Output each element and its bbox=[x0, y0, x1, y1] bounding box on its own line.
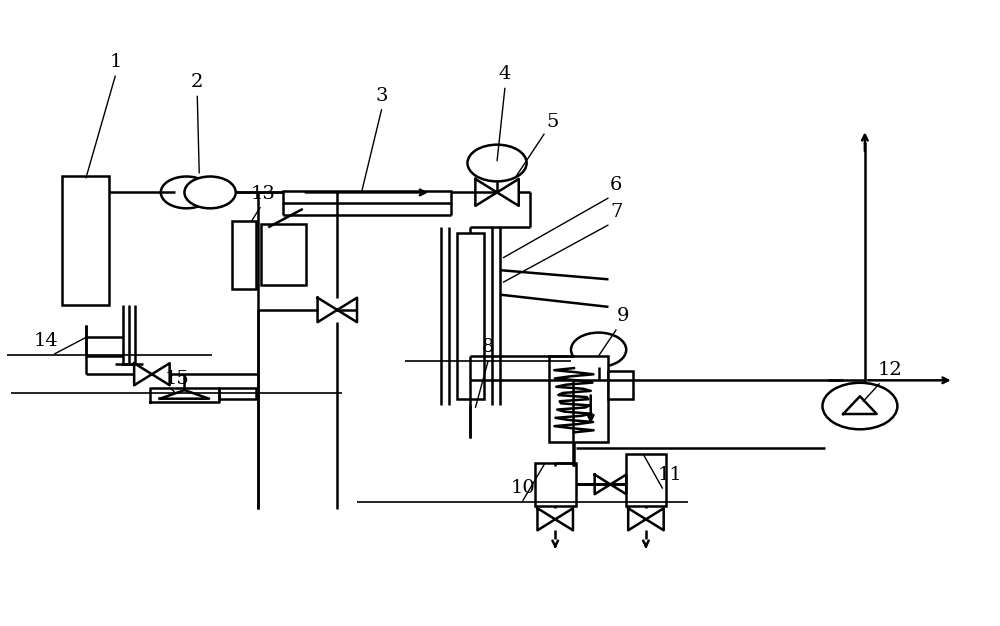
Bar bbox=[261, 224, 306, 285]
Text: 7: 7 bbox=[610, 203, 623, 221]
Circle shape bbox=[161, 177, 212, 208]
Text: 1: 1 bbox=[109, 53, 122, 71]
Bar bbox=[219, 387, 256, 399]
Text: 5: 5 bbox=[546, 113, 558, 131]
Bar bbox=[62, 177, 109, 305]
Text: 6: 6 bbox=[610, 176, 623, 193]
Text: 13: 13 bbox=[251, 185, 276, 203]
Text: 10: 10 bbox=[510, 479, 535, 496]
Bar bbox=[457, 233, 484, 399]
Text: 3: 3 bbox=[375, 87, 388, 105]
Circle shape bbox=[571, 332, 626, 367]
Bar bbox=[535, 463, 576, 506]
Text: 9: 9 bbox=[617, 307, 630, 326]
Text: 14: 14 bbox=[34, 332, 59, 350]
Text: 15: 15 bbox=[164, 370, 189, 387]
Bar bbox=[232, 221, 256, 289]
Bar bbox=[608, 371, 633, 399]
Bar bbox=[549, 356, 608, 441]
Text: 11: 11 bbox=[657, 466, 682, 485]
Text: 12: 12 bbox=[877, 361, 902, 379]
Bar bbox=[283, 190, 451, 203]
Circle shape bbox=[184, 177, 236, 208]
Circle shape bbox=[822, 382, 897, 429]
Bar bbox=[626, 454, 666, 506]
Circle shape bbox=[467, 145, 527, 182]
Text: 8: 8 bbox=[482, 338, 494, 356]
Text: 4: 4 bbox=[499, 66, 511, 83]
Text: 2: 2 bbox=[191, 73, 203, 91]
